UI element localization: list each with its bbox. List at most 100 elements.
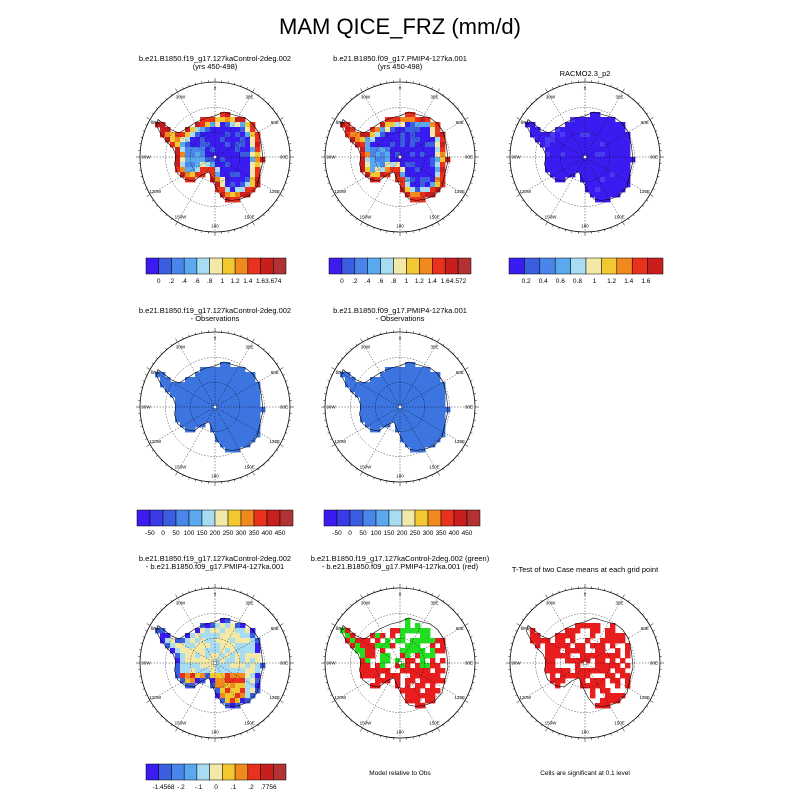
data-cell <box>595 187 601 193</box>
data-cell <box>575 658 581 664</box>
data-cell <box>420 693 426 699</box>
border-tick <box>252 338 255 343</box>
data-cell <box>225 427 231 433</box>
data-cell <box>560 668 566 674</box>
data-cell <box>220 142 226 148</box>
data-cell <box>570 658 576 664</box>
data-cell <box>595 117 601 123</box>
data-cell <box>380 162 386 168</box>
data-cell <box>250 127 256 133</box>
data-cell <box>575 132 581 138</box>
data-cell <box>350 137 356 143</box>
data-cell <box>225 422 231 428</box>
data-cell <box>215 367 221 373</box>
data-cell <box>245 402 251 408</box>
longitude-label: 30W <box>176 345 186 350</box>
data-cell <box>440 412 446 418</box>
border-tick <box>616 224 618 227</box>
border-tick <box>525 711 528 713</box>
data-cell <box>615 693 621 699</box>
data-cell <box>235 432 241 438</box>
data-cell <box>610 192 616 198</box>
data-cell <box>210 643 216 649</box>
border-tick <box>155 613 158 615</box>
data-cell <box>420 392 426 398</box>
border-tick <box>252 727 255 732</box>
data-cell <box>210 392 216 398</box>
data-cell <box>620 187 626 193</box>
panel-7-title-line-1: b.e21.B1850.f19_g17.127kaControl-2deg.00… <box>310 554 490 563</box>
border-tick <box>160 209 163 212</box>
data-cell <box>385 377 391 383</box>
data-cell <box>390 377 396 383</box>
border-tick <box>252 221 255 226</box>
border-tick <box>263 97 265 100</box>
data-cell <box>240 658 246 664</box>
data-cell <box>250 648 256 654</box>
border-tick <box>367 474 369 477</box>
data-cell <box>250 643 256 649</box>
data-cell <box>590 152 596 158</box>
data-cell <box>430 177 436 183</box>
data-cell <box>370 417 376 423</box>
data-cell <box>575 648 581 654</box>
data-cell <box>235 648 241 654</box>
data-cell <box>250 187 256 193</box>
data-cell <box>415 142 421 148</box>
data-cell <box>225 367 231 373</box>
data-cell <box>415 397 421 403</box>
data-cell <box>595 678 601 684</box>
data-cell <box>615 167 621 173</box>
border-tick <box>360 471 363 476</box>
data-cell <box>180 152 186 158</box>
border-tick <box>472 176 475 178</box>
border-tick <box>142 688 145 690</box>
data-cell <box>180 663 186 669</box>
data-cell <box>175 643 181 649</box>
data-cell <box>410 392 416 398</box>
data-cell <box>200 412 206 418</box>
border-tick <box>194 479 196 482</box>
data-cell <box>410 152 416 158</box>
data-cell <box>425 442 431 448</box>
data-cell <box>185 397 191 403</box>
border-tick <box>373 334 375 337</box>
data-cell <box>420 132 426 138</box>
data-cell <box>170 648 176 654</box>
data-cell <box>585 187 591 193</box>
data-cell <box>430 187 436 193</box>
data-cell <box>405 367 411 373</box>
data-cell <box>370 397 376 403</box>
border-tick <box>276 199 279 202</box>
data-cell <box>565 127 571 133</box>
coastline <box>156 617 264 707</box>
data-cell <box>605 157 611 163</box>
meridian-line <box>214 625 281 664</box>
data-cell <box>385 673 391 679</box>
data-cell <box>225 618 231 624</box>
data-cell <box>235 628 241 634</box>
colorbar-swatch <box>201 509 216 527</box>
border-tick <box>146 700 151 703</box>
data-cell <box>230 442 236 448</box>
border-tick <box>467 694 470 696</box>
border-tick <box>461 362 464 365</box>
meridian-line <box>399 341 438 408</box>
data-cell <box>555 167 561 173</box>
border-tick <box>604 229 606 232</box>
data-cell <box>240 142 246 148</box>
data-cell <box>250 372 256 378</box>
data-cell <box>175 648 181 654</box>
border-tick <box>516 194 521 197</box>
data-cell <box>250 182 256 188</box>
data-cell <box>175 382 181 388</box>
data-cell <box>430 638 436 644</box>
data-cell <box>380 377 386 383</box>
data-cell <box>425 182 431 188</box>
data-cell <box>245 412 251 418</box>
data-cell <box>185 392 191 398</box>
meridian-line <box>149 662 216 701</box>
data-cell <box>195 663 201 669</box>
data-cell <box>355 638 361 644</box>
data-cell <box>180 397 186 403</box>
